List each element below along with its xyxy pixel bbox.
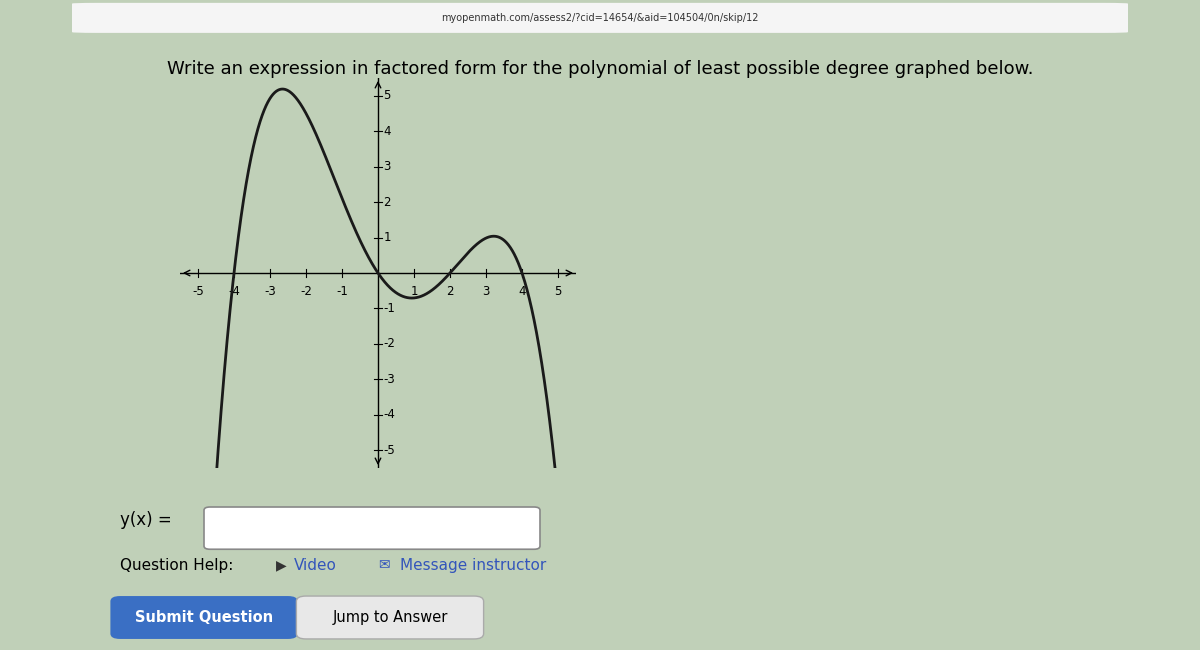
- Text: -2: -2: [300, 285, 312, 298]
- FancyBboxPatch shape: [110, 596, 298, 639]
- Text: myopenmath.com/assess2/?cid=14654/&aid=104504/0n/skip/12: myopenmath.com/assess2/?cid=14654/&aid=1…: [442, 13, 758, 23]
- Text: 2: 2: [384, 196, 391, 209]
- Text: Jump to Answer: Jump to Answer: [332, 610, 448, 625]
- Text: Video: Video: [294, 558, 337, 573]
- Text: 5: 5: [554, 285, 562, 298]
- Text: 4: 4: [518, 285, 526, 298]
- FancyBboxPatch shape: [296, 596, 484, 639]
- Text: 3: 3: [384, 160, 391, 173]
- Text: -4: -4: [384, 408, 395, 421]
- Text: ✉: ✉: [378, 558, 390, 573]
- Text: ▶: ▶: [276, 558, 287, 573]
- Text: y(x) =: y(x) =: [120, 511, 172, 529]
- FancyBboxPatch shape: [204, 507, 540, 549]
- Text: -5: -5: [192, 285, 204, 298]
- Text: -2: -2: [384, 337, 395, 350]
- Text: Message instructor: Message instructor: [400, 558, 546, 573]
- Text: -4: -4: [228, 285, 240, 298]
- Text: -5: -5: [384, 444, 395, 457]
- Text: 2: 2: [446, 285, 454, 298]
- FancyBboxPatch shape: [72, 3, 1128, 33]
- Text: 5: 5: [384, 89, 391, 102]
- Text: -3: -3: [264, 285, 276, 298]
- Text: -1: -1: [336, 285, 348, 298]
- Text: Submit Question: Submit Question: [134, 610, 274, 625]
- Text: 4: 4: [384, 125, 391, 138]
- Text: -3: -3: [384, 373, 395, 386]
- Text: Write an expression in factored form for the polynomial of least possible degree: Write an expression in factored form for…: [167, 60, 1033, 78]
- Text: 1: 1: [410, 285, 418, 298]
- Text: -1: -1: [384, 302, 395, 315]
- Text: 3: 3: [482, 285, 490, 298]
- Text: 1: 1: [384, 231, 391, 244]
- Text: Question Help:: Question Help:: [120, 558, 233, 573]
